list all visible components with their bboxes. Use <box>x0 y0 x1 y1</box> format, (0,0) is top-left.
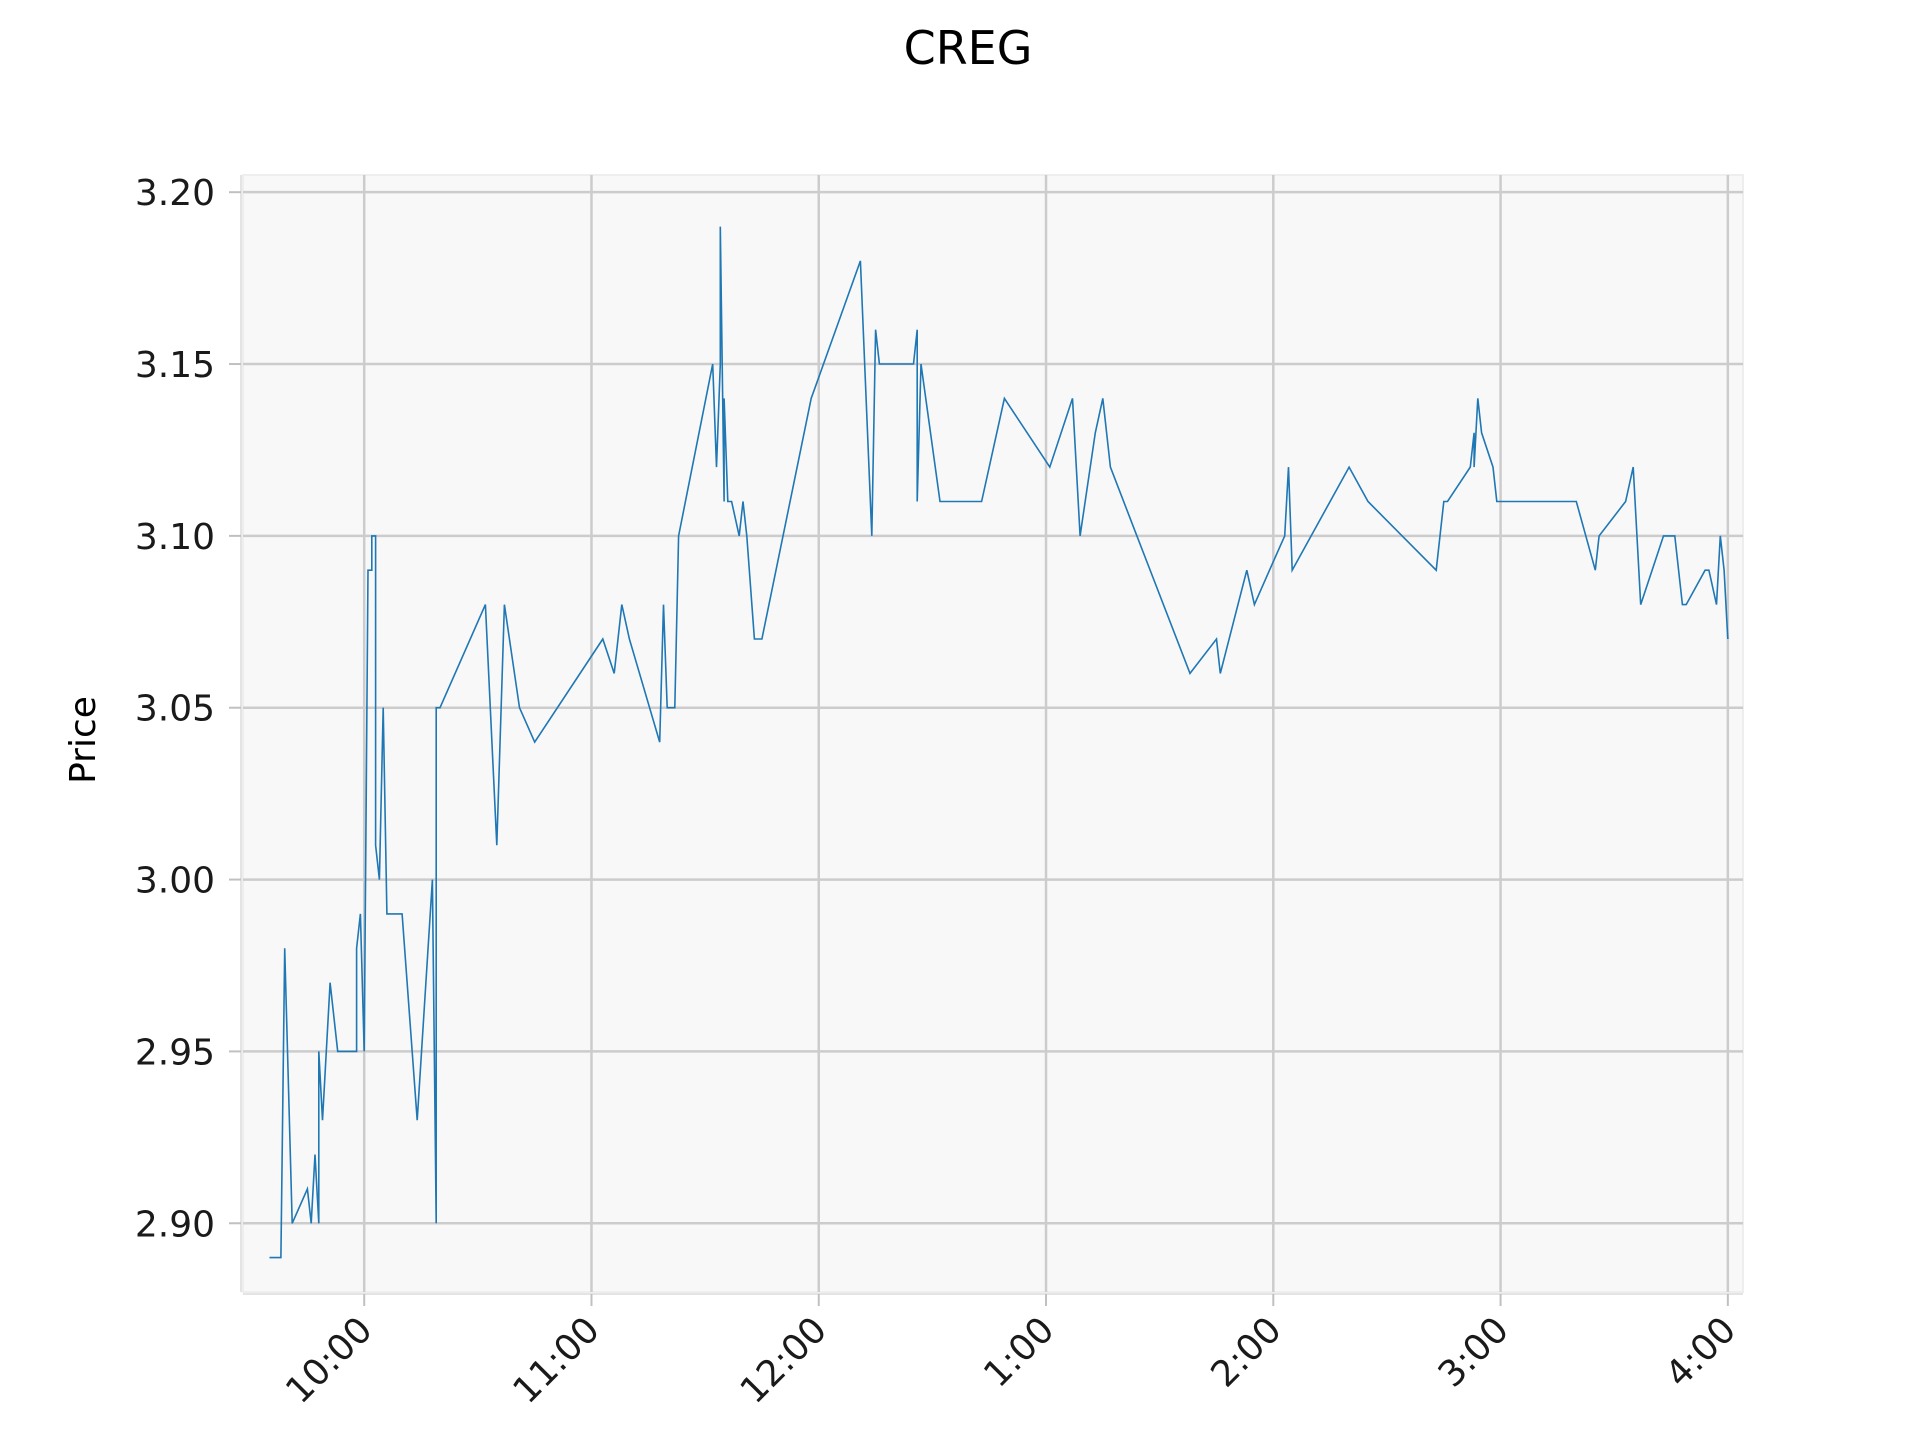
x-tick-label: 11:00 <box>505 1309 607 1411</box>
x-tick-label: 3:00 <box>1431 1309 1517 1395</box>
x-tick-label: 4:00 <box>1658 1309 1744 1395</box>
y-tick-label: 2.90 <box>135 1204 215 1245</box>
y-tick-label: 3.00 <box>135 861 215 902</box>
x-tick-label: 12:00 <box>733 1309 835 1411</box>
y-tick-label: 3.15 <box>135 345 215 386</box>
y-tick-label: 2.95 <box>135 1032 215 1073</box>
y-axis-label: Price <box>63 696 104 784</box>
series-layer <box>269 226 1729 1259</box>
x-gridlines <box>362 175 1730 1292</box>
plot-area <box>242 174 1744 1293</box>
y-tick-label: 3.10 <box>135 517 215 558</box>
x-tick-label: 2:00 <box>1204 1309 1290 1395</box>
chart-title: CREG <box>904 21 1033 75</box>
price-series-line <box>269 226 1729 1259</box>
y-tick-label: 3.05 <box>135 689 215 730</box>
x-tick-label: 1:00 <box>976 1309 1062 1395</box>
y-gridlines <box>243 190 1743 1225</box>
y-tick-label: 3.20 <box>135 173 215 214</box>
x-axis: 10:00 11:00 12:00 1:00 2:00 3:00 4:00 <box>243 1293 1744 1412</box>
y-axis: 2.90 2.95 3.00 3.05 3.10 3.15 3.20 <box>135 173 242 1292</box>
x-tick-label: 10:00 <box>278 1309 380 1411</box>
